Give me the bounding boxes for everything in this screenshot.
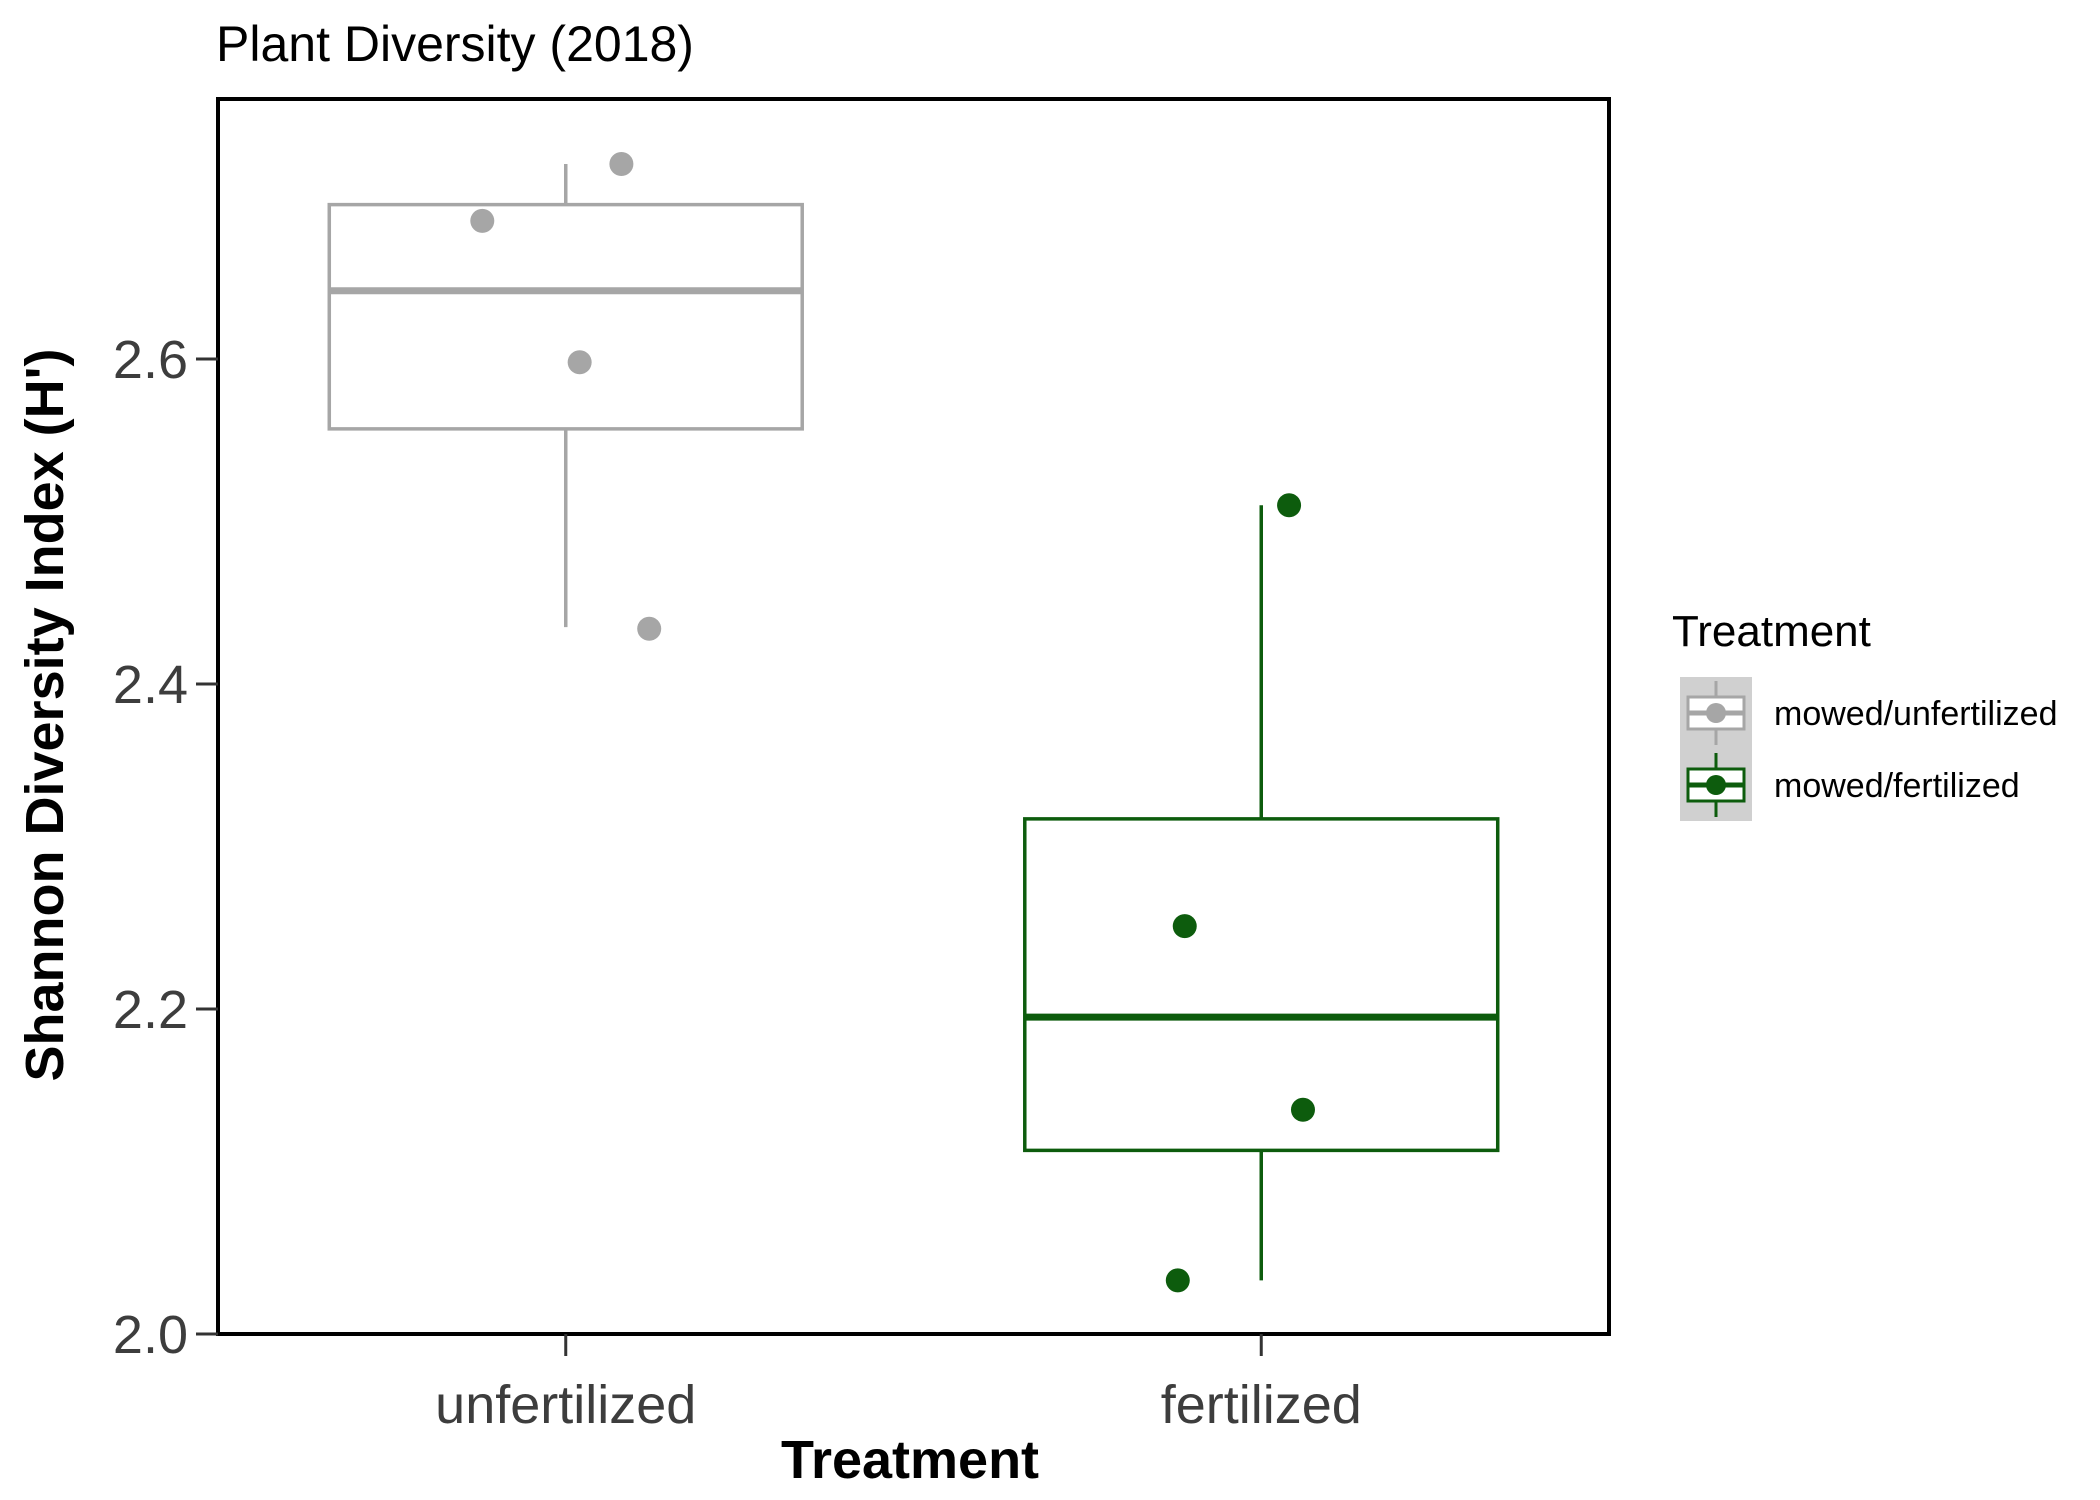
x-tick-label: unfertilized: [435, 1375, 696, 1435]
y-tick-label: 2.0: [113, 1305, 188, 1365]
legend: Treatment mowed/unfertilized mowed/fertil…: [1672, 607, 2057, 821]
legend-label: mowed/unfertilized: [1774, 695, 2057, 733]
y-axis-title: Shannon Diversity Index (H'): [15, 349, 75, 1082]
box-group-fertilized: [1023, 493, 1500, 1293]
data-point: [567, 350, 592, 375]
data-point: [1172, 914, 1197, 939]
data-point: [1290, 1097, 1315, 1122]
plot-area: [327, 152, 1500, 1293]
x-tick-label: fertilized: [1161, 1375, 1362, 1435]
x-axis-title: Treatment: [781, 1430, 1039, 1490]
legend-key-point: [1706, 775, 1726, 795]
axes: 2.0 2.2 2.4 2.6 unfertilized fertilized: [113, 330, 1362, 1435]
y-tick-label: 2.6: [113, 330, 188, 390]
data-point: [470, 208, 495, 233]
chart-title: Plant Diversity (2018): [216, 16, 694, 72]
data-point: [609, 152, 634, 176]
data-point: [1165, 1268, 1190, 1293]
data-point: [1277, 493, 1302, 518]
legend-key-point: [1706, 703, 1726, 723]
box: [1023, 817, 1500, 1153]
box-group-unfertilized: [327, 152, 804, 641]
y-tick-label: 2.4: [113, 655, 188, 715]
data-point: [637, 616, 662, 641]
legend-entry: mowed/unfertilized: [1680, 677, 2057, 749]
legend-items: mowed/unfertilized mowed/fertilized: [1680, 677, 2057, 821]
legend-title: Treatment: [1672, 607, 1871, 656]
y-tick-label: 2.2: [113, 980, 188, 1040]
legend-entry: mowed/fertilized: [1680, 749, 2020, 821]
legend-label: mowed/fertilized: [1774, 767, 2020, 805]
box: [327, 202, 804, 431]
plot-frame: [216, 97, 1611, 1336]
